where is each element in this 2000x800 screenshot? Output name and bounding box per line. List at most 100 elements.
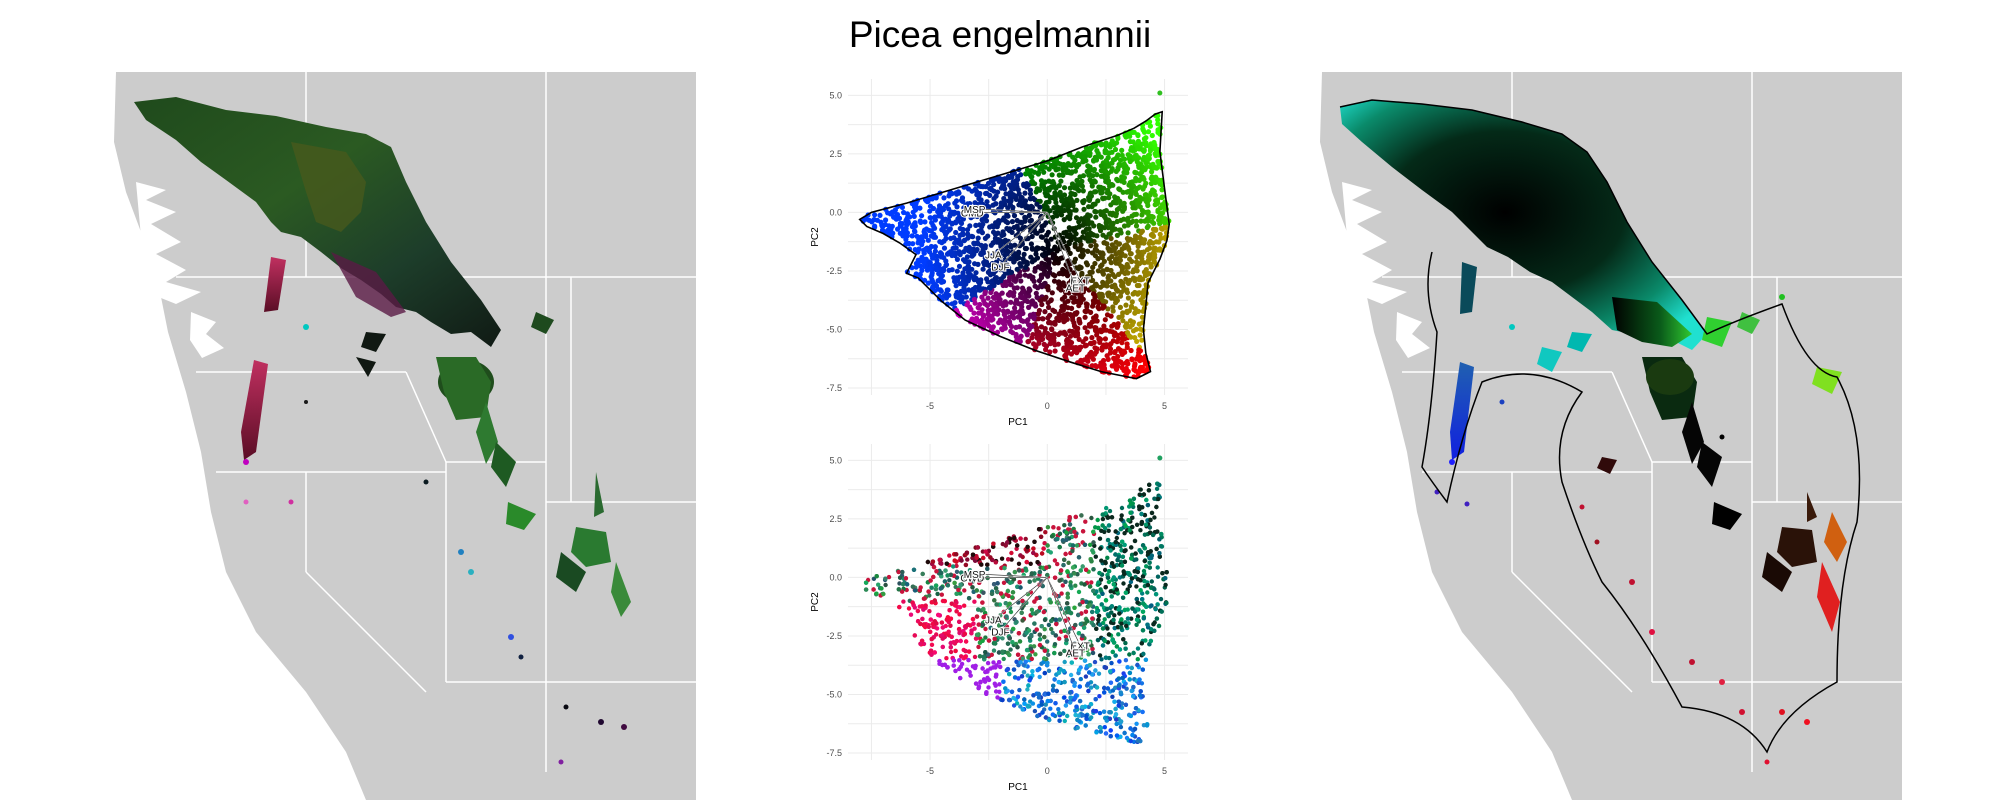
data-point <box>1135 738 1141 744</box>
data-point <box>1123 276 1129 282</box>
data-point <box>968 570 973 575</box>
data-point <box>1071 270 1077 276</box>
data-point <box>1084 647 1090 653</box>
data-point <box>999 290 1005 296</box>
data-point <box>985 269 991 275</box>
data-point <box>1073 622 1078 628</box>
data-point <box>1149 219 1155 225</box>
data-point <box>969 628 974 633</box>
data-point <box>1103 665 1109 670</box>
data-point <box>1079 282 1085 288</box>
data-point <box>1148 232 1154 238</box>
data-point <box>969 316 975 322</box>
data-point <box>901 599 906 604</box>
data-point <box>1027 218 1033 224</box>
data-point <box>1020 656 1025 661</box>
data-point <box>1006 319 1013 325</box>
data-point <box>1056 670 1062 675</box>
data-point <box>1130 139 1136 145</box>
data-point <box>972 300 978 306</box>
data-point <box>1015 543 1020 548</box>
data-point <box>1027 287 1033 293</box>
data-point <box>1132 726 1138 732</box>
data-point <box>1041 268 1048 274</box>
data-point <box>1052 273 1058 279</box>
data-point <box>946 629 951 634</box>
data-point <box>917 588 922 593</box>
data-point <box>1032 539 1037 544</box>
data-point <box>1113 256 1119 262</box>
data-point <box>1007 671 1012 677</box>
data-point <box>1098 163 1104 169</box>
data-point <box>1162 205 1168 211</box>
data-point <box>1083 609 1089 614</box>
data-point <box>1149 174 1155 180</box>
data-point <box>1148 517 1153 523</box>
data-point <box>984 302 991 309</box>
data-point <box>1150 161 1156 167</box>
data-point <box>1157 247 1163 253</box>
data-point <box>1065 214 1071 220</box>
data-point <box>1082 154 1088 160</box>
data-point <box>1039 333 1045 340</box>
data-point <box>1108 728 1113 733</box>
data-point <box>949 220 955 226</box>
data-point <box>925 280 931 286</box>
data-point <box>1117 198 1123 204</box>
data-point <box>1046 691 1051 696</box>
data-point <box>1100 591 1105 596</box>
data-point <box>1090 264 1096 270</box>
data-point <box>1100 516 1106 522</box>
data-point <box>1145 622 1150 627</box>
data-point <box>871 217 877 223</box>
data-point <box>1047 266 1053 272</box>
data-point <box>1107 508 1113 514</box>
data-point <box>1012 569 1018 575</box>
data-point <box>1125 616 1131 621</box>
data-point <box>1022 272 1028 278</box>
data-point <box>949 252 956 258</box>
data-point <box>1103 655 1109 660</box>
data-point <box>985 660 991 666</box>
data-point <box>1089 515 1094 521</box>
data-point <box>911 213 917 219</box>
data-point <box>945 219 951 225</box>
data-point <box>1134 338 1140 344</box>
data-point <box>915 261 921 267</box>
data-point <box>928 578 933 583</box>
data-point <box>1059 629 1064 634</box>
data-point <box>1061 185 1068 191</box>
data-point <box>1031 278 1037 284</box>
data-point <box>987 285 993 291</box>
data-point <box>1069 295 1075 301</box>
data-point <box>1161 218 1167 224</box>
data-point <box>1149 132 1155 139</box>
data-points <box>863 481 1169 744</box>
data-point <box>974 192 980 198</box>
data-point <box>967 223 973 229</box>
data-point <box>1089 580 1094 585</box>
data-point <box>970 286 976 292</box>
data-point <box>1002 565 1007 571</box>
data-point <box>1129 688 1134 694</box>
data-point <box>1128 251 1134 257</box>
data-point <box>1043 347 1049 353</box>
data-point <box>1151 245 1157 251</box>
data-point <box>948 649 954 655</box>
data-point <box>1022 245 1028 252</box>
data-point <box>975 305 981 311</box>
data-point <box>1101 240 1107 246</box>
data-point <box>1120 675 1125 681</box>
data-point <box>1127 652 1132 657</box>
data-point <box>1106 163 1112 169</box>
data-point <box>945 201 951 207</box>
data-point <box>1021 669 1027 675</box>
data-point <box>1109 594 1114 599</box>
data-point <box>956 190 962 196</box>
data-point <box>1064 637 1069 643</box>
data-point <box>957 658 962 663</box>
data-point <box>1016 273 1022 279</box>
y-tick-label: -2.5 <box>826 266 842 276</box>
data-point <box>1104 174 1110 180</box>
